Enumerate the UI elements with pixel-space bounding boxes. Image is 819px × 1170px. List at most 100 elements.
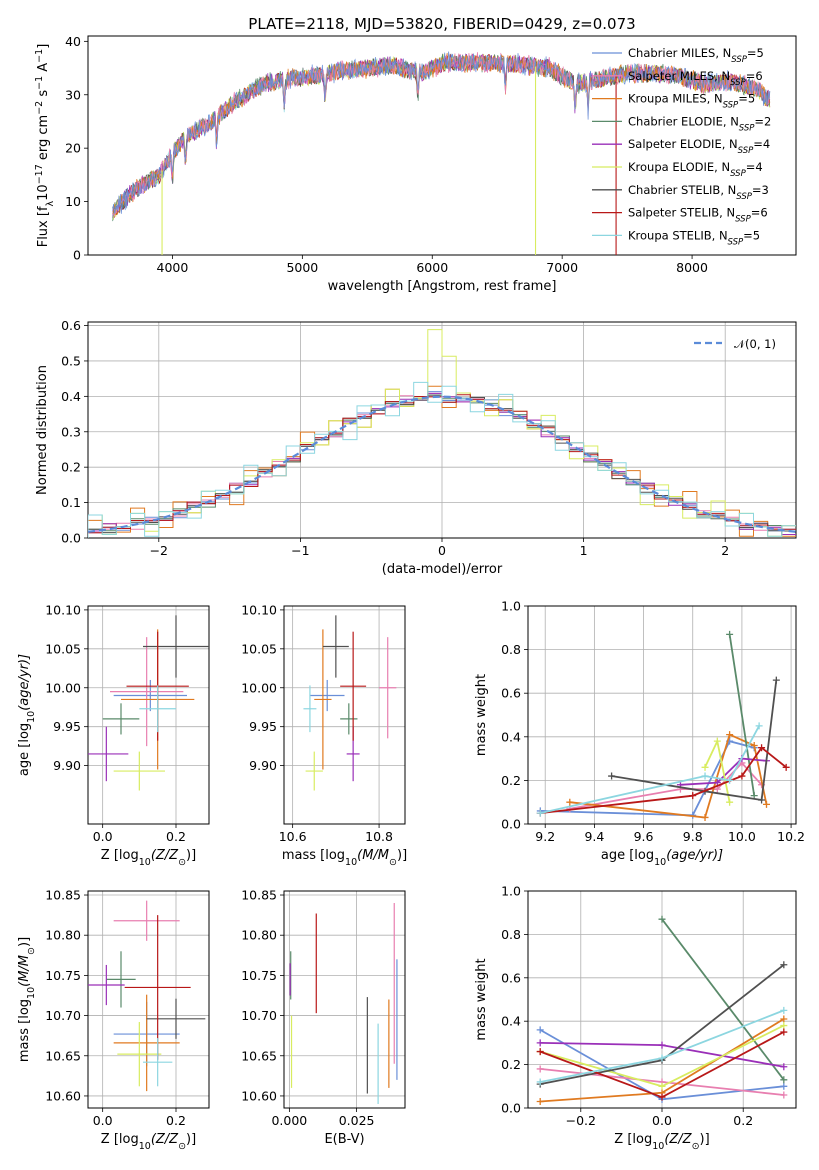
- mass-vs-Z-ylabel-main: mass [log: [17, 999, 32, 1062]
- legend-nssp-prefix: N: [714, 92, 723, 106]
- mass-vs-Z-point-salpeter-elodie: [88, 964, 125, 1006]
- mass-vs-Z-point-chabrier-elodie: [106, 951, 136, 1008]
- mass-vs-EBV-frame: [283, 890, 406, 1109]
- age-vs-mass-ytick-label: 9.95: [249, 719, 277, 734]
- weight-vs-age-marker: [713, 737, 721, 745]
- age-vs-mass-xtick-label: 10.6: [279, 829, 307, 844]
- legend-nssp-value: =5: [743, 228, 760, 242]
- weight-vs-Z-ytick-label: 0.0: [501, 1101, 521, 1116]
- mass-vs-Z-xlabel-rest: (Z/Z: [151, 1132, 179, 1147]
- spectrum-ylabel-rest: 10: [36, 184, 51, 201]
- age-vs-Z-ylabel-main: age [log: [17, 723, 32, 776]
- legend-entry-salpeter-elodie: Salpeter ELODIE, NSSP=4: [628, 137, 770, 156]
- age-vs-Z-ytick-label: 10.00: [45, 680, 81, 695]
- mass-vs-Z-point-chabrier-stelib: [146, 998, 206, 1039]
- weight-vs-Z-frame: [527, 890, 797, 1109]
- mass-vs-Z-ytick-label: 10.65: [45, 1048, 81, 1063]
- residuals-ytick-label: 0.1: [61, 495, 81, 510]
- age-vs-Z-point-chabrier-elodie: [102, 703, 140, 735]
- legend-entry-salpeter-miles: Salpeter MILES, NSSP=6: [628, 69, 763, 88]
- legend-entry-chabrier-elodie: Chabrier ELODIE, NSSP=2: [628, 114, 771, 133]
- legend-nssp-value: =4: [746, 160, 763, 174]
- legend-nssp-sub: SSP: [738, 146, 754, 156]
- mass-vs-Z-point-salpeter-stelib: [124, 915, 191, 1060]
- residuals-ytick-label: 0.6: [61, 318, 81, 333]
- legend-entry-name: Kroupa ELODIE,: [628, 160, 721, 174]
- legend-entry-name: Kroupa STELIB,: [628, 228, 719, 242]
- weight-vs-age-marker: [701, 763, 709, 771]
- legend-nssp-sub: SSP: [723, 101, 739, 111]
- weight-vs-Z-axes: −0.2 0.0 0.2 0.0 0.2 0.4 0.6 0.8 1.0 Z [log10(Z/Z…: [474, 884, 797, 1152]
- age-vs-Z-point-salpeter-miles: [110, 637, 184, 747]
- legend-entry-chabrier-miles: Chabrier MILES, NSSP=5: [628, 46, 764, 65]
- legend-nssp-sub: SSP: [736, 192, 752, 202]
- age-vs-mass-xlabel-sun: ⊙: [389, 857, 397, 868]
- mass-vs-EBV-axes: 0.000 0.025 10.60 10.65 10.70 10.75 10.80 10.85…: [241, 888, 406, 1147]
- residuals-frame: [87, 321, 797, 539]
- weight-vs-Z-marker: [536, 1048, 544, 1056]
- spectrum-xtick-label: 6000: [416, 260, 448, 275]
- age-vs-mass-point-salpeter-stelib: [340, 631, 367, 741]
- legend-entry-name: Salpeter STELIB,: [628, 206, 726, 220]
- age-vs-Z-point-kroupa-stelib: [139, 685, 176, 733]
- weight-vs-Z-ylabel: mass weight: [474, 958, 489, 1040]
- weight-vs-Z-xlabel-sub: 10: [652, 1141, 664, 1152]
- spectrum-ylabel-exp3: −1: [34, 76, 45, 90]
- weight-vs-age-marker: [782, 763, 790, 771]
- legend-nssp-sub: SSP: [731, 55, 747, 65]
- spectrum-ylabel-exp2: −2: [34, 101, 45, 115]
- spectrum-ytick-label: 40: [65, 34, 81, 49]
- legend-entry-kroupa-elodie: Kroupa ELODIE, NSSP=4: [628, 160, 763, 179]
- weight-vs-Z-xlabel-rest: (Z/Z: [664, 1132, 692, 1147]
- weight-vs-age-xtick-label: 10.2: [777, 829, 805, 844]
- spectrum-axes: 4000 5000 6000 7000 8000 0 10 20 30 40 wavelength …: [34, 34, 797, 294]
- weight-vs-Z-marker: [780, 1006, 788, 1014]
- weight-vs-age-line: [540, 740, 755, 817]
- weight-vs-Z-xlabel-main: Z [log: [614, 1132, 652, 1147]
- legend-entry-name: Salpeter ELODIE,: [628, 137, 729, 151]
- mass-vs-Z-axes: 0.0 0.2 10.60 10.65 10.70 10.75 10.80 10.85 Z [l…: [17, 888, 210, 1152]
- spectrum-ylabel-exp1: −17: [34, 164, 45, 184]
- age-vs-Z-xlabel-sun: ⊙: [178, 857, 186, 868]
- age-vs-mass-ytick-label: 10.05: [241, 641, 277, 656]
- weight-vs-Z-marker: [780, 1015, 788, 1023]
- weight-vs-Z-marker: [536, 1078, 544, 1086]
- weight-vs-Z-marker: [780, 1091, 788, 1099]
- age-vs-mass-point-chabrier-elodie: [340, 703, 358, 735]
- weight-vs-Z-marker: [780, 961, 788, 969]
- spectrum-xtick-label: 8000: [676, 260, 708, 275]
- mass-vs-Z-xlabel: Z [log10(Z/Z⊙)]: [101, 1132, 196, 1152]
- age-vs-Z-point-chabrier-stelib: [143, 615, 209, 678]
- legend-nssp-sub: SSP: [735, 215, 751, 225]
- legend-nssp-prefix: N: [719, 228, 728, 242]
- weight-vs-Z-ytick-label: 0.2: [501, 1057, 521, 1072]
- mass-vs-Z-point-kroupa-miles: [113, 994, 180, 1092]
- legend-entry-name: Chabrier STELIB,: [628, 183, 728, 197]
- age-vs-Z-ylabel-rest: (age/yr)]: [17, 654, 32, 711]
- residuals-xtick-label: −2: [150, 543, 168, 558]
- mass-vs-Z-ytick-label: 10.70: [45, 1008, 81, 1023]
- spectrum-ylabel-close: ]: [36, 44, 51, 49]
- spectrum-ytick-label: 30: [65, 87, 81, 102]
- weight-vs-age-line: [728, 634, 756, 796]
- weight-vs-age-series-kroupa-stelib: [536, 722, 763, 817]
- legend-entry-kroupa-stelib: Kroupa STELIB, NSSP=5: [628, 228, 760, 247]
- weight-vs-age-marker: [750, 742, 758, 750]
- residuals-xtick-label: 0: [438, 543, 446, 558]
- residuals-ytick-label: 0.4: [61, 389, 81, 404]
- age-vs-mass-xlabel-rest: (M/M: [357, 848, 389, 863]
- age-vs-Z-xlabel-main: Z [log: [101, 848, 139, 863]
- weight-vs-age-marker: [726, 776, 734, 784]
- weight-vs-age-ylabel: mass weight: [474, 674, 489, 756]
- age-vs-mass-xlabel: mass [log10(M/M⊙)]: [282, 848, 407, 868]
- mass-vs-EBV-ytick-label: 10.70: [241, 1008, 277, 1023]
- age-vs-Z-ytick-label: 10.05: [45, 641, 81, 656]
- weight-vs-Z-marker: [780, 1022, 788, 1030]
- residuals-ytick-label: 0.5: [61, 353, 81, 368]
- weight-vs-age-marker: [701, 813, 709, 821]
- legend-nssp-value: =5: [738, 92, 755, 106]
- mass-vs-Z-point-kroupa-stelib: [143, 1038, 173, 1087]
- age-vs-mass-xlabel-end: )]: [397, 848, 407, 863]
- weight-vs-age-frame: [527, 605, 797, 825]
